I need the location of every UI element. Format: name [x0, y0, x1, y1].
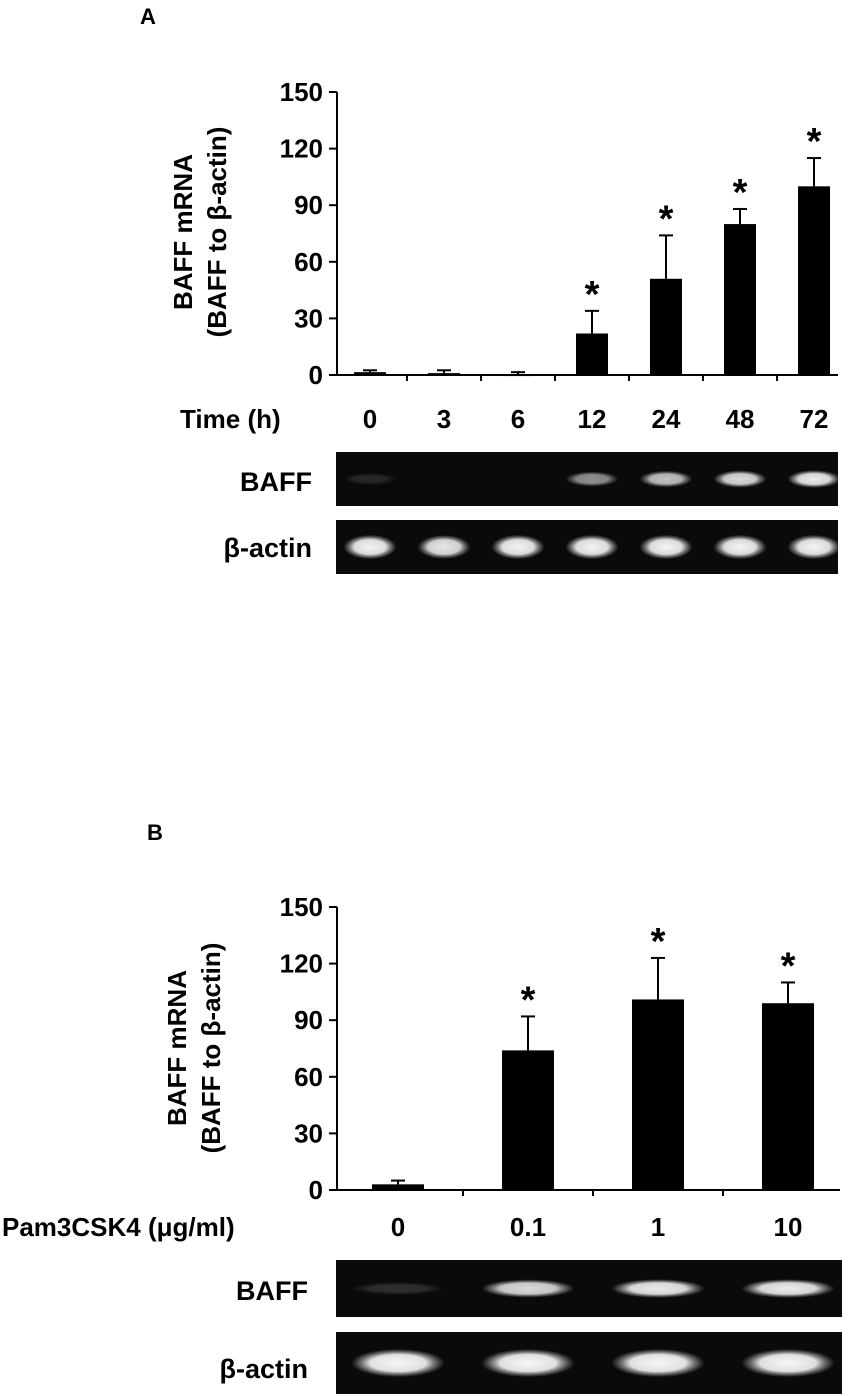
a-significance-star: *	[807, 121, 822, 163]
panel-a-gel: BAFF β-actin	[224, 452, 841, 574]
b-gel-band	[741, 1279, 835, 1298]
a-gel-band	[713, 470, 767, 488]
b-gel-band	[741, 1348, 835, 1378]
b-bar	[632, 999, 684, 1190]
panel-b-xlabel: Pam3CSK4 (μg/ml)	[2, 1212, 235, 1242]
panel-b-gel: BAFF β-actin	[220, 1260, 842, 1394]
b-gel-band	[611, 1279, 705, 1298]
panel-a-y-axis: 0 30 60 90 120 150	[280, 77, 838, 390]
a-gel-band	[565, 471, 619, 487]
a-bar	[650, 278, 682, 375]
a-y-tick-label: 30	[294, 303, 323, 333]
b-gel-row-label: BAFF	[236, 1276, 308, 1306]
panel-b-ylabel-line1: BAFF mRNA	[162, 970, 192, 1126]
a-bar	[576, 333, 608, 375]
a-significance-star: *	[585, 274, 600, 316]
a-significance-star: *	[733, 172, 748, 214]
panel-a-x-ticks: 0 3 6 12 24 48 72	[363, 404, 829, 434]
a-x-tick-label: 6	[511, 404, 525, 434]
a-bar	[354, 372, 386, 375]
a-x-tick-label: 0	[363, 404, 377, 434]
a-gel-band	[639, 534, 693, 560]
panel-a-ylabel: BAFF mRNA (BAFF to β-actin)	[168, 127, 232, 338]
panel-a-bars: * * * *	[354, 121, 830, 377]
a-gel-band	[343, 534, 397, 560]
a-y-tick-label: 150	[280, 77, 323, 107]
b-bar	[502, 1050, 554, 1190]
a-x-tick-label: 12	[578, 404, 607, 434]
a-y-tick-label: 90	[294, 190, 323, 220]
b-y-tick-label: 30	[294, 1118, 323, 1148]
b-gel-row-label: β-actin	[220, 1354, 309, 1384]
a-bar	[502, 374, 534, 377]
panel-b-y-axis: 0 30 60 90 120 150	[280, 892, 840, 1205]
b-significance-star: *	[651, 921, 666, 963]
a-gel-band	[343, 473, 397, 485]
panel-a-ylabel-line2: (BAFF to β-actin)	[202, 127, 232, 338]
panel-a-letter: A	[140, 4, 156, 29]
b-gel-band	[611, 1348, 705, 1378]
panel-a: A BAFF mRNA (BAFF to β-actin) 0306090120…	[140, 4, 841, 574]
b-significance-star: *	[521, 979, 536, 1021]
a-y-tick-label: 120	[280, 134, 323, 164]
panel-b-bars: * * *	[372, 921, 814, 1190]
panel-b-x-ticks: 0 0.1 1 10	[391, 1212, 803, 1242]
a-gel-band	[565, 534, 619, 560]
b-y-tick-label: 120	[280, 949, 323, 979]
a-gel-row-label: BAFF	[240, 467, 312, 497]
b-gel-band	[481, 1348, 575, 1378]
a-bar	[428, 373, 460, 376]
a-significance-star: *	[659, 198, 674, 240]
a-x-tick-label: 24	[652, 404, 681, 434]
a-y-tick-label: 60	[294, 247, 323, 277]
panel-b: B BAFF mRNA (BAFF to β-actin) 0 30 60 90 120…	[2, 820, 842, 1394]
a-y-tick-label: 0	[309, 360, 323, 390]
b-y-tick-label: 0	[309, 1175, 323, 1205]
b-y-tick-label: 90	[294, 1005, 323, 1035]
b-gel-band	[351, 1348, 445, 1378]
a-gel-row-label: β-actin	[224, 533, 313, 563]
b-x-tick-label: 0.1	[510, 1212, 546, 1242]
a-gel-band	[639, 470, 693, 488]
panel-b-ylabel: BAFF mRNA (BAFF to β-actin)	[162, 943, 226, 1154]
b-gel-band	[351, 1282, 445, 1295]
a-x-tick-label: 3	[437, 404, 451, 434]
b-bar	[762, 1003, 814, 1190]
b-y-tick-label: 150	[280, 892, 323, 922]
a-gel-band	[713, 534, 767, 560]
b-significance-star: *	[781, 945, 796, 987]
b-x-tick-label: 1	[651, 1212, 665, 1242]
a-bar	[798, 186, 830, 375]
b-x-tick-label: 0	[391, 1212, 405, 1242]
b-bar	[372, 1184, 424, 1190]
panel-a-xlabel: Time (h)	[180, 404, 281, 434]
panel-a-ylabel-line1: BAFF mRNA	[168, 154, 198, 310]
a-gel-band	[787, 534, 841, 560]
a-gel-band	[417, 535, 471, 559]
panel-b-ylabel-line2: (BAFF to β-actin)	[196, 943, 226, 1154]
a-x-tick-label: 48	[726, 404, 755, 434]
a-gel-band	[491, 534, 545, 560]
a-x-tick-label: 72	[800, 404, 829, 434]
b-x-tick-label: 10	[774, 1212, 803, 1242]
a-bar	[724, 224, 756, 375]
a-gel-band	[787, 470, 841, 488]
b-y-tick-label: 60	[294, 1062, 323, 1092]
b-gel-band	[481, 1279, 575, 1298]
panel-b-letter: B	[147, 820, 163, 845]
